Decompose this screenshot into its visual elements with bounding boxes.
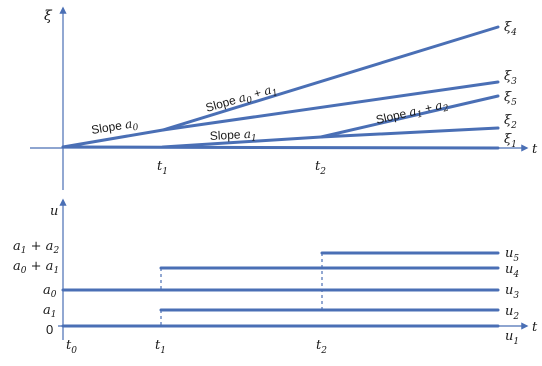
bottom-x-axis-label: t <box>532 320 538 335</box>
slope-a0-plus-a1-label: Slope a0 + a1 <box>204 81 279 118</box>
line-slope-a0 <box>61 128 165 149</box>
label-a0-plus-a1: a0 + a1 <box>13 259 59 276</box>
top-plot: ξ t Slope a0 Slope a1 Slope a0 + a1 Slop… <box>30 6 538 190</box>
u5-label: u5 <box>505 246 519 264</box>
top-t2-label: t2 <box>315 159 326 177</box>
line-xi2 <box>319 126 500 139</box>
bottom-t1-label: t1 <box>155 338 166 356</box>
slope-a1-plus-a2-label: Slope a1 + a2 <box>375 97 451 130</box>
bottom-t0-label: t0 <box>66 338 77 356</box>
bottom-y-axis-label: u <box>50 204 58 219</box>
bottom-t2-label: t2 <box>316 338 327 356</box>
top-x-axis-label: t <box>532 142 538 157</box>
label-a1: a1 <box>43 303 57 320</box>
xi5-label: ξ5 <box>504 90 517 108</box>
label-a1-plus-a2: a1 + a2 <box>13 239 59 256</box>
top-t1-label: t1 <box>157 159 168 177</box>
u2-label: u2 <box>505 304 519 322</box>
slope-a0-label: Slope a0 <box>90 116 139 140</box>
line-xi3 <box>161 80 500 132</box>
top-y-axis-label: ξ <box>44 8 53 24</box>
line-xi5 <box>319 94 500 139</box>
label-a0: a0 <box>43 283 57 300</box>
u4-label: u4 <box>505 262 519 280</box>
u1-label: u1 <box>505 329 519 347</box>
line-slope-a1 <box>161 135 323 149</box>
slope-a1-label: Slope a1 <box>209 127 257 146</box>
label-zero: 0 <box>46 322 53 337</box>
line-xi1 <box>61 145 500 150</box>
xi3-label: ξ3 <box>504 69 517 87</box>
bottom-plot: u t a1 + a2 a0 + a1 a0 a1 0 t0 t1 t2 u5 … <box>13 198 538 356</box>
xi4-label: ξ4 <box>504 20 517 38</box>
xi1-label: ξ1 <box>504 132 517 150</box>
xi2-label: ξ2 <box>504 113 517 131</box>
line-xi4 <box>161 25 500 132</box>
u3-label: u3 <box>505 283 519 301</box>
